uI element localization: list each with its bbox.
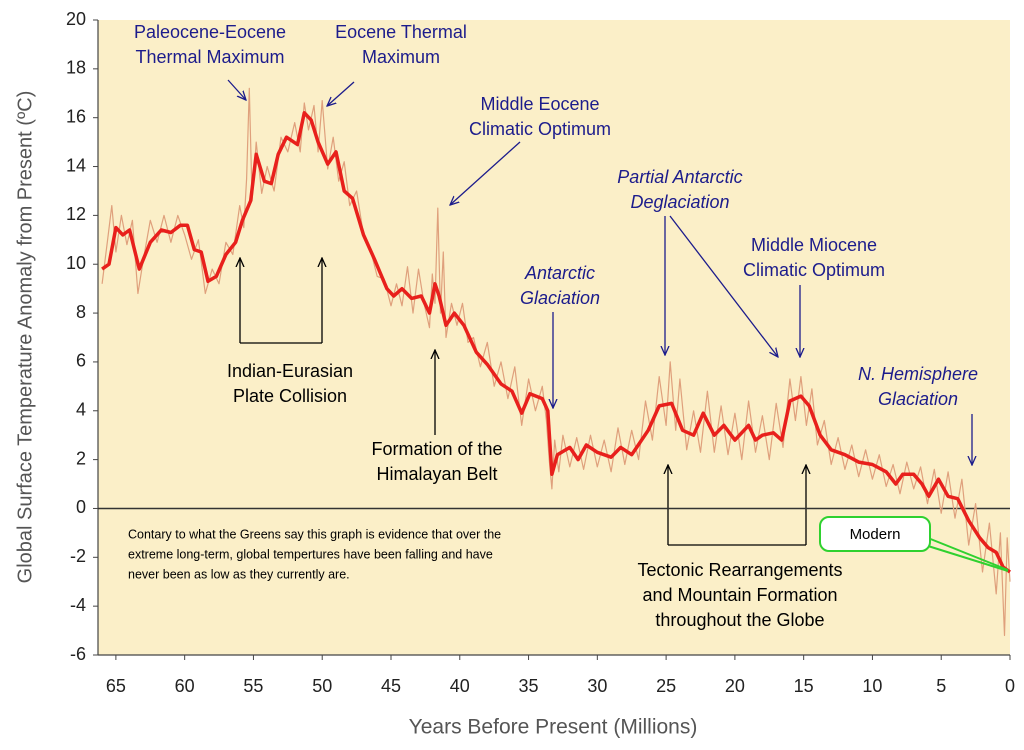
x-tick-label: 35: [519, 676, 539, 696]
annotation-text: Antarctic: [524, 263, 595, 283]
y-tick-label: 18: [66, 58, 86, 78]
annotation-text: Formation of the: [371, 439, 502, 459]
y-tick-label: 0: [76, 497, 86, 517]
y-tick-label: -4: [70, 595, 86, 615]
x-tick-label: 45: [381, 676, 401, 696]
y-tick-label: 16: [66, 106, 86, 126]
y-tick-label: 8: [76, 302, 86, 322]
callout-pointer: [927, 545, 1009, 572]
x-tick-label: 60: [175, 676, 195, 696]
annotation-text: Middle Eocene: [480, 94, 599, 114]
annotation-text: Glaciation: [520, 288, 600, 308]
annotation-text: throughout the Globe: [655, 610, 824, 630]
y-tick-label: 12: [66, 204, 86, 224]
x-axis-title: Years Before Present (Millions): [409, 716, 698, 739]
y-tick-label: 20: [66, 9, 86, 29]
x-tick-label: 55: [243, 676, 263, 696]
annotation-text: Climatic Optimum: [469, 119, 611, 139]
x-tick-label: 20: [725, 676, 745, 696]
annotation-text: Eocene Thermal: [335, 22, 467, 42]
annotation-text: Tectonic Rearrangements: [637, 560, 842, 580]
note-text: Contary to what the Greens say this grap…: [128, 527, 501, 541]
annotation-text: Himalayan Belt: [376, 464, 497, 484]
x-tick-label: 65: [106, 676, 126, 696]
x-tick-label: 30: [587, 676, 607, 696]
y-tick-label: 10: [66, 253, 86, 273]
annotation-text: Indian-Eurasian: [227, 361, 353, 381]
x-tick-label: 50: [312, 676, 332, 696]
annotation-text: Deglaciation: [630, 192, 729, 212]
annotation-text: Middle Miocene: [751, 235, 877, 255]
y-axis-title: Global Surface Temperature Anomaly from …: [14, 91, 36, 584]
x-tick-label: 5: [936, 676, 946, 696]
x-tick-label: 0: [1005, 676, 1015, 696]
callout-text: Modern: [850, 526, 901, 543]
annotation-arrows: [227, 79, 972, 546]
x-tick-label: 40: [450, 676, 470, 696]
x-tick-label: 15: [794, 676, 814, 696]
y-tick-label: 4: [76, 400, 86, 420]
annotation-text: Climatic Optimum: [743, 260, 885, 280]
annotation-text: Paleocene-Eocene: [134, 22, 286, 42]
callout-pointer: [927, 537, 1009, 571]
annotation-text: and Mountain Formation: [642, 585, 837, 605]
y-tick-label: -6: [70, 644, 86, 664]
y-tick-label: 14: [66, 155, 86, 175]
y-tick-label: 2: [76, 448, 86, 468]
callout-box: [819, 516, 931, 552]
note-text: never been as low as they currently are.: [128, 567, 350, 581]
annotation-text: Plate Collision: [233, 386, 347, 406]
note-text: extreme long-term, global tempertures ha…: [128, 547, 493, 561]
temperature-line: [101, 111, 1012, 574]
y-tick-label: -2: [70, 546, 86, 566]
annotation-text: Glaciation: [878, 389, 958, 409]
y-tick-label: 6: [76, 351, 86, 371]
annotation-text: Partial Antarctic: [617, 167, 742, 187]
x-tick-label: 25: [656, 676, 676, 696]
annotation-text: Thermal Maximum: [135, 47, 284, 67]
annotation-text: Maximum: [362, 47, 440, 67]
x-tick-label: 10: [862, 676, 882, 696]
annotation-text: N. Hemisphere: [858, 364, 978, 384]
